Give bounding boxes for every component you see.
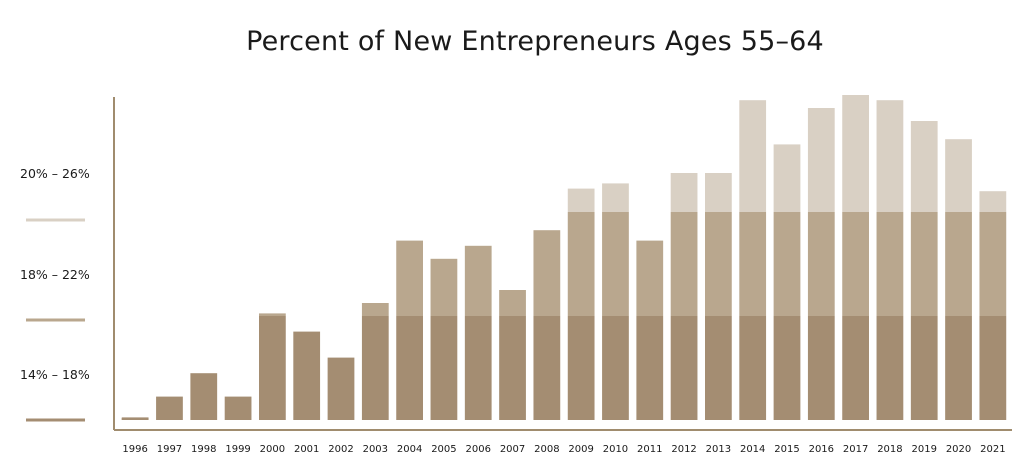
bar-1996 [121,418,149,420]
bar-2011-segment-2 [636,240,664,316]
x-tick-label-2018: 2018 [877,444,902,455]
bar-2016-segment-2 [807,212,835,316]
bar-2012-segment-1 [670,316,698,420]
bar-2017-segment-3 [842,95,869,212]
x-tick-label-2001: 2001 [294,444,319,455]
x-tick-label-2014: 2014 [740,444,765,455]
bar-2021-segment-1 [979,316,1007,420]
bar-1997-segment-1 [156,396,183,420]
x-tick-label-2016: 2016 [809,444,834,455]
bar-1999-segment-1 [224,396,252,420]
x-tick-label-2005: 2005 [431,444,456,455]
bar-2003-segment-1 [361,316,389,420]
x-tick-label-2006: 2006 [466,444,491,455]
x-tick-label-2010: 2010 [603,444,628,455]
x-tick-label-2017: 2017 [843,444,868,455]
bar-2020-segment-3 [945,139,972,212]
bar-2006-segment-1 [464,316,492,420]
bar-2014-segment-1 [739,316,767,420]
bar-2002-segment-1 [327,357,355,420]
band-label-1: 14% – 18% [20,367,90,382]
bar-2005-segment-1 [430,316,458,420]
bar-2008-segment-1 [533,316,561,420]
x-tick-label-2004: 2004 [397,444,422,455]
bar-2018-segment-1 [876,316,904,420]
x-tick-label-2019: 2019 [912,444,937,455]
bar-2019-segment-1 [910,316,938,420]
x-tick-label-2015: 2015 [774,444,799,455]
bar-2003-segment-2 [361,303,389,316]
bar-2013-segment-2 [705,212,732,316]
bar-2013-segment-3 [705,173,732,212]
band-label-2: 18% – 22% [20,267,90,282]
chart-title: Percent of New Entrepreneurs Ages 55–64 [246,26,824,57]
x-tick-label-2007: 2007 [500,444,525,455]
x-tick-label-2011: 2011 [637,444,662,455]
bar-2017-segment-2 [842,212,869,316]
bar-2010-segment-1 [602,316,629,420]
bar-2007-segment-2 [499,290,526,316]
bar-2012-segment-3 [670,173,698,212]
bar-2009-segment-1 [567,316,595,420]
bar-2013-segment-1 [705,316,732,420]
bar-2001-segment-1 [293,331,321,420]
x-tick-label-2002: 2002 [328,444,353,455]
bar-2010-segment-3 [602,183,629,212]
bar-2012-segment-2 [670,212,698,316]
bar-2017-segment-1 [842,316,869,420]
x-tick-label-1997: 1997 [157,444,182,455]
bar-2015-segment-2 [773,212,801,316]
bar-2015-segment-3 [773,144,801,212]
bar-2020-segment-2 [945,212,972,316]
bar-2021-segment-2 [979,212,1007,316]
bar-2020-segment-1 [945,316,972,420]
bar-2018-segment-3 [876,100,904,212]
bar-2019-segment-2 [910,212,938,316]
bar-2019-segment-3 [910,121,938,212]
x-tick-label-2008: 2008 [534,444,559,455]
x-tick-label-2003: 2003 [363,444,388,455]
bar-2008-segment-2 [533,230,561,316]
x-tick-label-2013: 2013 [706,444,731,455]
bar-2015-segment-1 [773,316,801,420]
bar-2014-segment-3 [739,100,767,212]
x-tick-label-2000: 2000 [260,444,285,455]
bar-2009-segment-3 [567,188,595,212]
bar-2016-segment-1 [807,316,835,420]
bar-2021-segment-3 [979,191,1007,212]
bar-2011-segment-1 [636,316,664,420]
x-tick-label-1998: 1998 [191,444,216,455]
bar-2006-segment-2 [464,245,492,316]
bar-2000-segment-2 [259,313,286,316]
bar-2000-segment-1 [259,316,286,420]
bar-2004-segment-2 [396,240,423,316]
bar-1998-segment-1 [190,373,218,420]
bar-2005-segment-2 [430,258,458,316]
x-tick-label-1996: 1996 [122,444,147,455]
band-label-3: 20% – 26% [20,166,90,181]
bar-2009-segment-2 [567,212,595,316]
bar-2004-segment-1 [396,316,423,420]
bar-2007-segment-1 [499,316,526,420]
bar-2014-segment-2 [739,212,767,316]
bar-2010-segment-2 [602,212,629,316]
x-tick-label-2009: 2009 [568,444,593,455]
x-tick-label-2012: 2012 [671,444,696,455]
bar-2018-segment-2 [876,212,904,316]
x-tick-label-2020: 2020 [946,444,971,455]
bar-2016-segment-3 [807,108,835,212]
x-tick-label-2021: 2021 [980,444,1005,455]
x-tick-label-1999: 1999 [225,444,250,455]
